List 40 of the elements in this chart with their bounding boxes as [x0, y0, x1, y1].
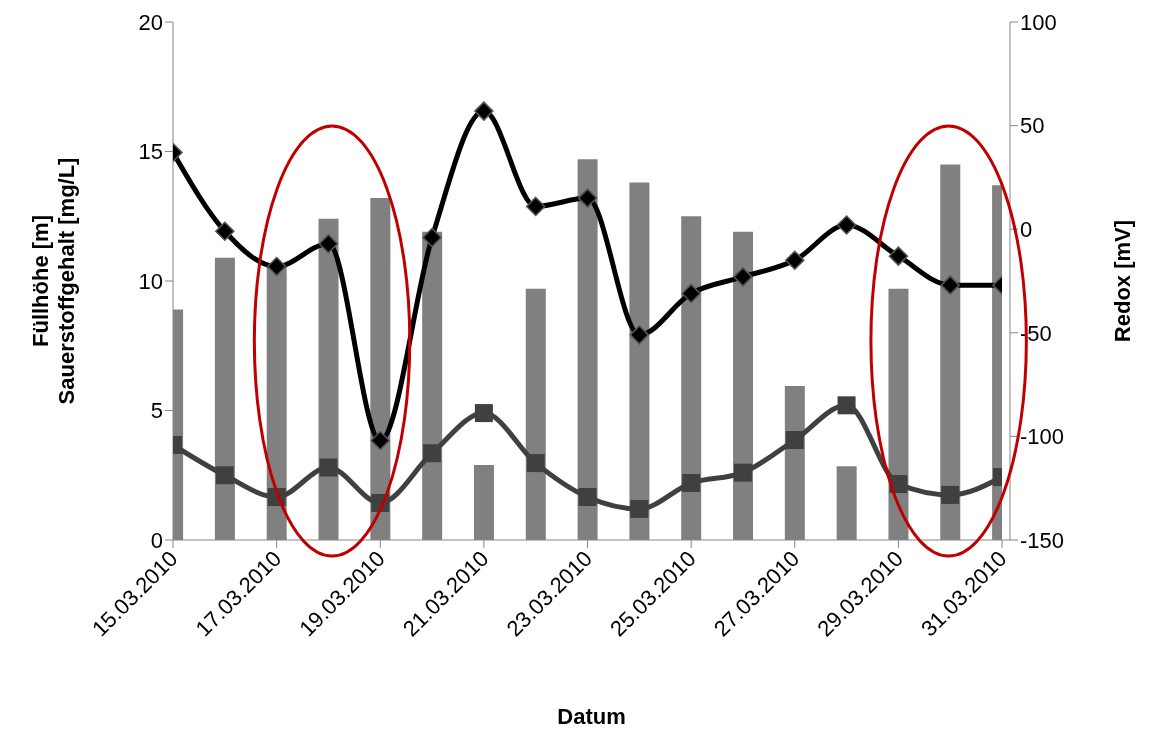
point [319, 458, 338, 477]
y2-axis-title: Redox [mV] [1110, 219, 1135, 343]
point [940, 275, 960, 295]
point [629, 325, 650, 345]
y2-tick-label: -150 [1020, 527, 1065, 553]
y2-tick-label: 0 [1020, 217, 1033, 243]
point [733, 463, 752, 482]
point [526, 454, 545, 473]
y-tick-label: 5 [150, 398, 163, 424]
point [682, 474, 701, 493]
y-tick-label: 0 [150, 527, 163, 553]
point [681, 283, 701, 304]
point [215, 221, 235, 242]
y2-tick-label: 100 [1020, 9, 1057, 35]
point [370, 430, 390, 451]
point [836, 215, 857, 235]
y-tick-label: 15 [138, 139, 163, 165]
point [422, 227, 442, 248]
point [785, 431, 804, 450]
point [474, 101, 494, 121]
y-axis-title: Füllhöhe [m] Sauerstoffgehalt [mg/L] [28, 157, 79, 405]
x-axis-title: Datum [557, 704, 626, 729]
point [318, 233, 339, 254]
point [785, 250, 805, 271]
point [423, 444, 442, 463]
point [630, 499, 649, 518]
y2-tick-label: 50 [1020, 113, 1045, 139]
point [474, 404, 493, 423]
y-tick-label: 10 [138, 268, 163, 294]
y2-tick-label: -100 [1020, 424, 1065, 450]
point [888, 246, 909, 266]
point [577, 188, 598, 208]
point [837, 396, 856, 415]
point [941, 485, 960, 504]
point [266, 256, 287, 277]
point [733, 267, 753, 287]
point [525, 196, 546, 217]
point [215, 466, 234, 485]
y-tick-label: 20 [138, 9, 163, 35]
point [578, 488, 597, 507]
